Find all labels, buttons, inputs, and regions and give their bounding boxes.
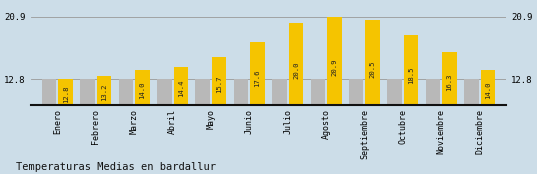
Text: 14.0: 14.0 bbox=[485, 81, 491, 99]
Text: 20.9: 20.9 bbox=[331, 59, 337, 76]
Bar bbox=[80, 79, 95, 105]
Bar bbox=[426, 79, 440, 105]
Bar bbox=[234, 79, 248, 105]
Bar bbox=[42, 79, 56, 105]
Text: 20.0: 20.0 bbox=[293, 62, 299, 79]
Bar bbox=[387, 79, 402, 105]
Text: 14.0: 14.0 bbox=[140, 81, 146, 99]
Text: 18.5: 18.5 bbox=[408, 67, 414, 84]
Bar bbox=[404, 35, 418, 105]
Text: 12.8: 12.8 bbox=[63, 85, 69, 103]
Bar bbox=[195, 79, 210, 105]
Text: 17.6: 17.6 bbox=[255, 70, 260, 87]
Bar bbox=[310, 79, 325, 105]
Text: 14.4: 14.4 bbox=[178, 80, 184, 97]
Bar bbox=[59, 79, 73, 105]
Bar bbox=[327, 17, 342, 105]
Text: 13.2: 13.2 bbox=[101, 84, 107, 101]
Bar bbox=[250, 42, 265, 105]
Text: Temperaturas Medias en bardallur: Temperaturas Medias en bardallur bbox=[16, 162, 216, 172]
Text: 15.7: 15.7 bbox=[216, 76, 222, 93]
Bar bbox=[464, 79, 478, 105]
Text: 20.5: 20.5 bbox=[369, 60, 376, 78]
Bar bbox=[119, 79, 133, 105]
Bar bbox=[157, 79, 172, 105]
Bar bbox=[365, 20, 380, 105]
Bar bbox=[289, 23, 303, 105]
Bar bbox=[173, 67, 188, 105]
Bar bbox=[442, 52, 457, 105]
Bar bbox=[272, 79, 287, 105]
Bar bbox=[212, 57, 227, 105]
Bar bbox=[97, 76, 111, 105]
Text: 16.3: 16.3 bbox=[446, 74, 453, 91]
Bar bbox=[481, 70, 495, 105]
Bar bbox=[349, 79, 364, 105]
Bar bbox=[135, 70, 150, 105]
